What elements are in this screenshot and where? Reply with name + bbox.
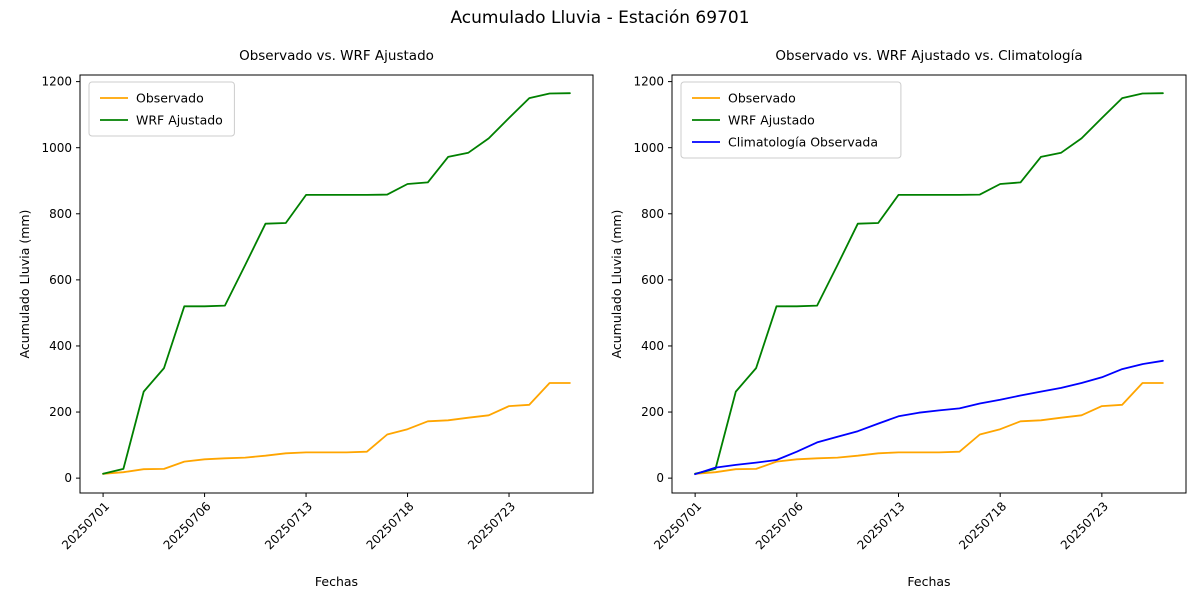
- axes-frame: [79, 74, 594, 494]
- series-line-climatolog-a-observada: [694, 359, 1164, 476]
- series-line-observado: [102, 382, 571, 475]
- figure-suptitle: Acumulado Lluvia - Estación 69701: [450, 8, 750, 28]
- y-tick-label: 400: [49, 339, 72, 353]
- x-tick-label: 20250723: [1058, 499, 1111, 552]
- left-x-axis-label: Fechas: [314, 574, 359, 589]
- axes-frame: [671, 74, 1187, 494]
- right-y-axis-label: Acumulado Lluvia (mm): [609, 209, 624, 359]
- legend-label: WRF Ajustado: [136, 112, 223, 127]
- left-y-axis-label: Acumulado Lluvia (mm): [17, 209, 32, 359]
- legend-label: Climatología Observada: [728, 134, 878, 149]
- y-tick-label: 800: [49, 207, 72, 221]
- series-line-wrf-ajustado: [102, 92, 571, 475]
- y-tick-label: 200: [641, 405, 664, 419]
- x-tick-label: 20250713: [262, 499, 315, 552]
- y-tick-label: 600: [49, 273, 72, 287]
- legend-box: [680, 81, 902, 159]
- legend-label: Observado: [136, 90, 204, 105]
- y-tick-label: 1000: [41, 141, 72, 155]
- y-tick-label: 600: [641, 273, 664, 287]
- right-x-axis-label: Fechas: [907, 574, 951, 589]
- y-axis: 0 200 400 600 800 1000 1200: [633, 75, 672, 485]
- left-subplot-title: Observado vs. WRF Ajustado: [239, 48, 434, 64]
- y-tick-label: 400: [641, 339, 664, 353]
- legend-label: Observado: [728, 90, 796, 105]
- legend-label: WRF Ajustado: [728, 112, 815, 127]
- x-tick-label: 20250713: [855, 499, 908, 552]
- x-tick-label: 20250718: [364, 499, 417, 552]
- y-tick-label: 800: [641, 207, 664, 221]
- series-line-observado: [694, 382, 1164, 475]
- y-tick-label: 1200: [41, 75, 72, 89]
- x-tick-label: 20250701: [59, 499, 112, 552]
- x-axis: 20250701 20250706 20250713 20250718 20250723: [651, 493, 1111, 552]
- legend: Observado WRF Ajustado: [88, 81, 235, 137]
- legend-box: [88, 81, 235, 137]
- x-tick-label: 20250701: [651, 499, 704, 552]
- y-tick-label: 200: [49, 405, 72, 419]
- y-tick-label: 1000: [633, 141, 664, 155]
- y-tick-label: 0: [656, 471, 664, 485]
- x-tick-label: 20250718: [956, 499, 1009, 552]
- x-axis: 20250701 20250706 20250713 20250718 20250723: [59, 493, 518, 552]
- x-tick-label: 20250706: [753, 499, 806, 552]
- y-tick-label: 1200: [633, 75, 664, 89]
- right-subplot-title: Observado vs. WRF Ajustado vs. Climatolo…: [775, 48, 1083, 64]
- y-axis: 0 200 400 600 800 1000 1200: [41, 75, 80, 485]
- y-tick-label: 0: [64, 471, 72, 485]
- legend: Observado WRF Ajustado Climatología Observ…: [680, 81, 902, 159]
- x-tick-label: 20250706: [161, 499, 214, 552]
- x-tick-label: 20250723: [465, 499, 518, 552]
- series-line-wrf-ajustado: [694, 92, 1164, 475]
